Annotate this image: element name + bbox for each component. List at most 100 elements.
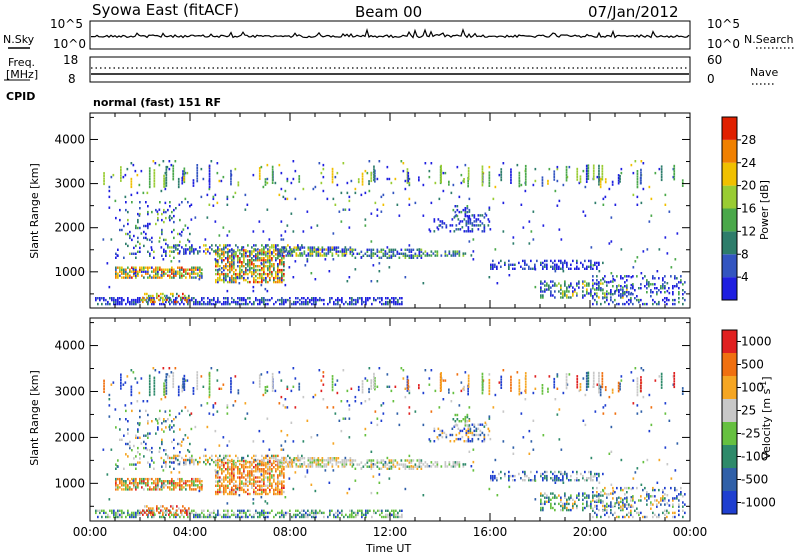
power-data-cell	[173, 257, 175, 259]
velocity-data-cell	[413, 459, 415, 461]
power-data-cell	[582, 264, 584, 266]
velocity-data-cell	[231, 514, 233, 516]
velocity-data-cell	[235, 466, 237, 468]
power-data-cell	[323, 303, 325, 305]
power-data-cell	[178, 181, 180, 183]
velocity-data-cell	[137, 428, 139, 430]
power-data-cell	[277, 299, 279, 301]
power-data-cell	[265, 178, 267, 180]
velocity-data-cell	[586, 477, 588, 479]
power-data-cell	[168, 301, 170, 303]
power-data-cell	[381, 196, 383, 198]
power-data-cell	[444, 222, 446, 224]
velocity-data-cell	[165, 426, 167, 428]
power-data-cell	[489, 174, 491, 176]
velocity-data-cell	[233, 512, 235, 514]
velocity-data-cell	[425, 465, 427, 467]
power-data-cell	[159, 240, 161, 242]
velocity-data-cell	[478, 424, 480, 426]
velocity-data-cell	[221, 478, 223, 480]
power-data-cell	[215, 273, 217, 275]
power-data-cell	[584, 284, 586, 286]
velocity-data-cell	[97, 516, 99, 518]
power-data-cell	[351, 180, 353, 182]
power-data-cell	[229, 244, 231, 246]
power-data-cell	[399, 297, 401, 299]
velocity-data-cell	[616, 501, 618, 503]
velocity-data-cell	[337, 392, 339, 394]
velocity-data-cell	[233, 489, 235, 491]
power-data-cell	[340, 250, 342, 252]
power-data-cell	[203, 250, 205, 252]
velocity-data-cell	[245, 463, 247, 465]
velocity-data-cell	[285, 512, 287, 514]
power-data-cell	[251, 250, 253, 252]
power-data-cell	[637, 183, 639, 185]
power-data-cell	[377, 209, 379, 211]
power-data-cell	[215, 250, 217, 252]
power-data-cell	[238, 184, 240, 186]
power-data-cell	[172, 293, 174, 295]
velocity-data-cell	[456, 438, 458, 440]
velocity-data-cell	[546, 477, 548, 479]
power-data-cell	[353, 253, 355, 255]
power-data-cell	[209, 204, 211, 206]
velocity-data-cell	[225, 476, 227, 478]
power-data-cell	[287, 224, 289, 226]
velocity-data-cell	[151, 482, 153, 484]
velocity-data-cell	[191, 480, 193, 482]
velocity-data-cell	[346, 459, 348, 461]
velocity-data-cell	[267, 472, 269, 474]
power-data-cell	[195, 248, 197, 250]
power-data-cell	[285, 299, 287, 301]
power-data-cell	[606, 290, 608, 292]
power-data-cell	[162, 293, 164, 295]
velocity-data-cell	[586, 497, 588, 499]
velocity-data-cell	[269, 491, 271, 493]
velocity-data-cell	[273, 489, 275, 491]
power-data-cell	[123, 257, 125, 259]
power-data-cell	[357, 253, 359, 255]
power-colorbar-band	[722, 186, 737, 209]
power-data-cell	[674, 275, 676, 277]
power-data-cell	[622, 277, 624, 279]
power-data-cell	[375, 202, 377, 204]
power-data-cell	[261, 166, 263, 168]
velocity-data-cell	[133, 486, 135, 488]
velocity-data-cell	[255, 510, 257, 512]
velocity-data-cell	[321, 379, 323, 381]
velocity-data-cell	[181, 486, 183, 488]
velocity-data-cell	[151, 451, 153, 453]
velocity-data-cell	[125, 484, 127, 486]
velocity-data-cell	[630, 510, 632, 512]
velocity-data-cell	[369, 510, 371, 512]
velocity-data-cell	[442, 436, 444, 438]
power-data-cell	[183, 303, 185, 305]
station-title: Syowa East (fitACF)	[92, 1, 239, 19]
power-data-cell	[109, 186, 111, 188]
power-data-cell	[133, 164, 135, 166]
velocity-data-cell	[602, 510, 604, 512]
velocity-data-cell	[421, 461, 423, 463]
velocity-data-cell	[237, 510, 239, 512]
velocity-data-cell	[147, 516, 149, 518]
velocity-data-cell	[349, 510, 351, 512]
velocity-data-cell	[231, 466, 233, 468]
velocity-data-cell	[536, 471, 538, 473]
power-data-cell	[535, 168, 537, 170]
power-data-cell	[586, 266, 588, 268]
power-data-cell	[115, 200, 117, 202]
velocity-data-cell	[435, 461, 437, 463]
power-data-cell	[272, 179, 274, 181]
power-data-cell	[196, 167, 198, 169]
velocity-data-cell	[275, 390, 277, 392]
power-data-cell	[667, 290, 669, 292]
power-data-cell	[435, 254, 437, 256]
power-data-cell	[614, 279, 616, 281]
power-data-cell	[177, 252, 179, 254]
velocity-data-cell	[393, 461, 395, 463]
velocity-data-cell	[148, 507, 150, 509]
velocity-data-cell	[464, 440, 466, 442]
power-data-cell	[496, 266, 498, 268]
power-data-cell	[365, 170, 367, 172]
